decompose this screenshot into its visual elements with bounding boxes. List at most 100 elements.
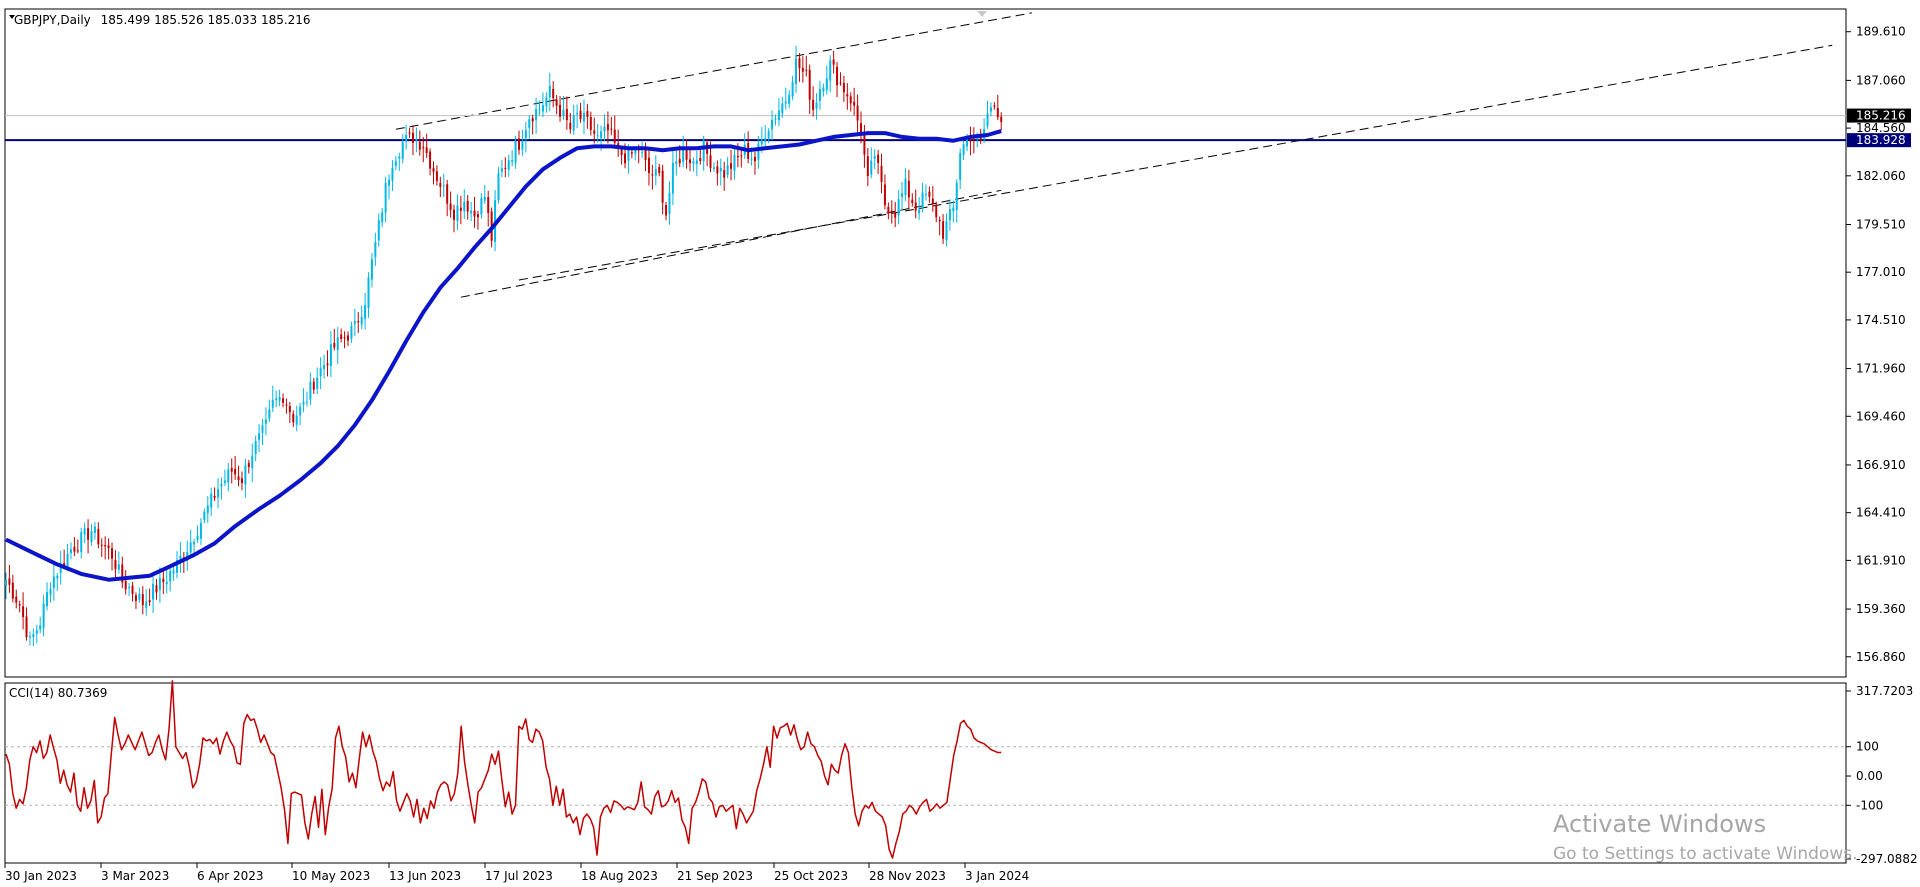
collapse-triangle-icon[interactable] <box>9 15 15 19</box>
candle-up <box>83 528 86 535</box>
trendlines <box>395 12 1833 298</box>
candle-up <box>603 126 606 132</box>
candle-up <box>774 118 777 120</box>
candle-up <box>641 152 644 154</box>
candle-down <box>18 604 21 606</box>
candle-up <box>176 559 178 573</box>
candle-down <box>928 191 931 197</box>
candle-up <box>39 625 42 630</box>
candle-up <box>128 587 131 589</box>
candle-down <box>914 202 917 211</box>
candle-up <box>904 178 907 196</box>
candle-up <box>771 119 774 130</box>
bid-price-label: 185.216 <box>1856 109 1906 123</box>
candle-down <box>887 206 890 214</box>
candle-up <box>572 115 575 131</box>
candle-up <box>726 165 729 175</box>
candle-down <box>230 467 233 472</box>
candle-down <box>723 170 726 178</box>
candle-down <box>938 219 941 222</box>
candle-up <box>42 603 45 629</box>
candle-down <box>620 148 623 156</box>
candle-up <box>952 207 955 212</box>
candle-down <box>347 335 349 341</box>
candle-down <box>141 594 144 606</box>
candle-down <box>740 155 743 157</box>
time-tick-label: 10 May 2023 <box>292 869 370 883</box>
candle-down <box>863 134 866 155</box>
cci-level-lines <box>5 746 1846 806</box>
candle-down <box>439 183 442 187</box>
candle-up <box>918 209 921 214</box>
candle-up <box>401 141 404 160</box>
candle-up <box>364 305 367 319</box>
candle-up <box>299 406 302 416</box>
candle-up <box>203 511 206 521</box>
candle-down <box>107 545 110 549</box>
candle-up <box>675 161 678 165</box>
candle-down <box>22 606 25 618</box>
candle-up <box>394 161 397 166</box>
candle-down <box>435 171 438 181</box>
candle-up <box>66 553 69 568</box>
candle-down <box>282 398 285 403</box>
candle-up <box>764 138 767 142</box>
candle-down <box>617 143 620 147</box>
candle-up <box>829 60 832 81</box>
candle-down <box>326 363 329 366</box>
price-tick-label: 166.910 <box>1856 458 1906 472</box>
candle-up <box>781 103 784 114</box>
candle-down <box>907 180 910 198</box>
candle-down <box>1000 116 1003 123</box>
candle-up <box>261 425 264 433</box>
price-panel[interactable]: GBPJPY,Daily 185.499 185.526 185.033 185… <box>4 8 1847 678</box>
candle-down <box>97 528 100 545</box>
candle-up <box>966 138 969 147</box>
candle-up <box>271 399 274 408</box>
candle-up <box>750 159 753 161</box>
candle-down <box>343 337 346 339</box>
candle-up <box>470 210 473 214</box>
candle-up <box>654 169 657 176</box>
candle-down <box>100 544 103 546</box>
candle-down <box>131 585 134 595</box>
candle-up <box>948 209 951 221</box>
candle-down <box>446 184 449 204</box>
candle-up <box>695 160 698 165</box>
candle-down <box>579 110 582 120</box>
candle-up <box>152 583 155 600</box>
time-tick-label: 21 Sep 2023 <box>677 869 753 883</box>
candle-down <box>234 469 237 475</box>
cci-title: CCI(14) 80.7369 <box>9 686 107 700</box>
candle-up <box>535 109 538 121</box>
candle-down <box>709 155 712 168</box>
chart-title: GBPJPY,Daily 185.499 185.526 185.033 185… <box>14 13 311 27</box>
candle-up <box>511 160 514 162</box>
candle-up <box>600 131 603 139</box>
candle-up <box>548 86 551 98</box>
candle-up <box>381 212 384 223</box>
time-axis: 30 Jan 2023 3 Mar 2023 6 Apr 2023 10 May 20… <box>4 863 1029 883</box>
candle-down <box>624 153 627 164</box>
candle-up <box>391 167 394 181</box>
cci-panel[interactable]: CCI(14) 80.7369 <box>4 680 1847 864</box>
candle-up <box>901 193 904 197</box>
candle-down <box>593 130 596 134</box>
candle-up <box>323 365 326 370</box>
candle-down <box>449 203 452 211</box>
candle-up <box>223 480 226 483</box>
candle-down <box>839 82 842 84</box>
shift-marker-icon[interactable] <box>977 11 987 17</box>
price-tick-label: 189.610 <box>1856 25 1906 39</box>
candle-up <box>172 570 175 574</box>
candle-up <box>524 130 527 139</box>
candle-down <box>836 66 839 86</box>
candle-up <box>760 139 763 145</box>
candle-up <box>757 143 760 160</box>
trendline <box>460 189 1002 298</box>
candle-down <box>357 321 360 323</box>
candle-down <box>247 462 250 468</box>
candle-down <box>453 209 456 220</box>
price-tick-label: 161.910 <box>1856 553 1906 567</box>
trendline <box>395 12 1033 130</box>
